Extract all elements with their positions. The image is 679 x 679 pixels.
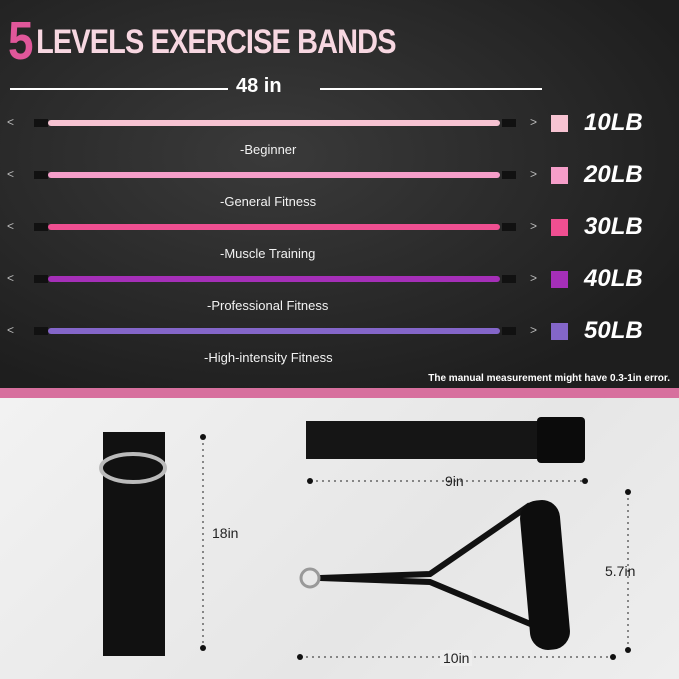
band-weight: 10LB bbox=[584, 109, 643, 136]
band-end bbox=[502, 171, 516, 179]
band-level: -Muscle Training bbox=[220, 246, 316, 261]
color-swatch bbox=[551, 167, 568, 184]
band-level: -Professional Fitness bbox=[207, 298, 329, 313]
band-tube bbox=[48, 120, 500, 126]
d-ring bbox=[99, 452, 167, 484]
ankle-strap bbox=[103, 432, 165, 656]
hook-icon: < bbox=[7, 219, 15, 233]
door-anchor-length: 9in bbox=[445, 473, 464, 489]
band-end bbox=[34, 275, 48, 283]
hook-icon: < bbox=[7, 167, 15, 181]
measurement-note: The manual measurement might have 0.3-1i… bbox=[428, 373, 670, 384]
handle-ring bbox=[299, 567, 321, 589]
color-swatch bbox=[551, 219, 568, 236]
hook-icon: < bbox=[7, 323, 15, 337]
band-end bbox=[34, 223, 48, 231]
pink-divider bbox=[0, 388, 679, 398]
band-end bbox=[34, 327, 48, 335]
hook-icon: > bbox=[530, 219, 538, 233]
handle-height: 5.7in bbox=[605, 563, 636, 579]
band-tube bbox=[48, 224, 500, 230]
band-weight: 20LB bbox=[584, 161, 643, 188]
ankle-strap-length: 18in bbox=[212, 525, 239, 541]
length-arrow-left bbox=[10, 88, 228, 90]
handle-grip bbox=[520, 500, 570, 650]
band-end bbox=[502, 119, 516, 127]
hook-icon: < bbox=[7, 115, 15, 129]
handle-width: 10in bbox=[440, 650, 473, 666]
band-end bbox=[34, 119, 48, 127]
band-end bbox=[502, 327, 516, 335]
band-level: -Beginner bbox=[240, 142, 297, 157]
band-level: -High-intensity Fitness bbox=[204, 350, 333, 365]
band-end bbox=[502, 223, 516, 231]
band-tube bbox=[48, 328, 500, 334]
length-label: 48 in bbox=[236, 75, 282, 97]
hook-icon: > bbox=[530, 167, 538, 181]
band-tube bbox=[48, 172, 500, 178]
band-level: -General Fitness bbox=[220, 194, 317, 209]
band-end bbox=[502, 275, 516, 283]
hook-icon: > bbox=[530, 115, 538, 129]
color-swatch bbox=[551, 323, 568, 340]
hook-icon: > bbox=[530, 323, 538, 337]
color-swatch bbox=[551, 115, 568, 132]
hook-icon: > bbox=[530, 271, 538, 285]
band-weight: 30LB bbox=[584, 213, 643, 240]
door-anchor bbox=[306, 421, 541, 459]
band-end bbox=[34, 171, 48, 179]
color-swatch bbox=[551, 271, 568, 288]
band-weight: 40LB bbox=[584, 265, 643, 292]
band-tube bbox=[48, 276, 500, 282]
band-weight: 50LB bbox=[584, 317, 643, 344]
hook-icon: < bbox=[7, 271, 15, 285]
page-title: 5 LEVELS EXERCISE BANDS bbox=[8, 11, 396, 71]
length-arrow-right bbox=[320, 88, 542, 90]
